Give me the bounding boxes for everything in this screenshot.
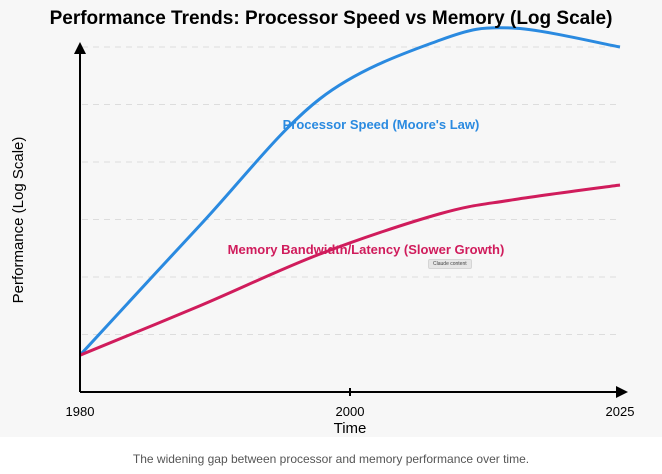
y-axis-arrow-icon [74,42,86,54]
series-label-processor: Processor Speed (Moore's Law) [283,117,480,132]
x-tick-label: 1980 [66,404,95,419]
x-axis-arrow-icon [616,386,628,398]
memory-line [79,183,621,357]
chart-panel: Performance Trends: Processor Speed vs M… [10,8,635,437]
chart-title: Performance Trends: Processor Speed vs M… [50,8,613,29]
series-label-memory: Memory Bandwidth/Latency (Slower Growth) [228,242,505,257]
y-axis-label: Performance (Log Scale) [10,137,27,304]
line-chart: Performance Trends: Processor Speed vs M… [10,8,635,437]
x-axis-label: Time [334,420,367,437]
x-tick-label: 2025 [606,404,635,419]
claude-content-badge: Claude content [428,259,472,269]
figure-caption: The widening gap between processor and m… [132,452,530,466]
processor-speed-line [78,26,621,357]
x-tick-label: 2000 [336,404,365,419]
